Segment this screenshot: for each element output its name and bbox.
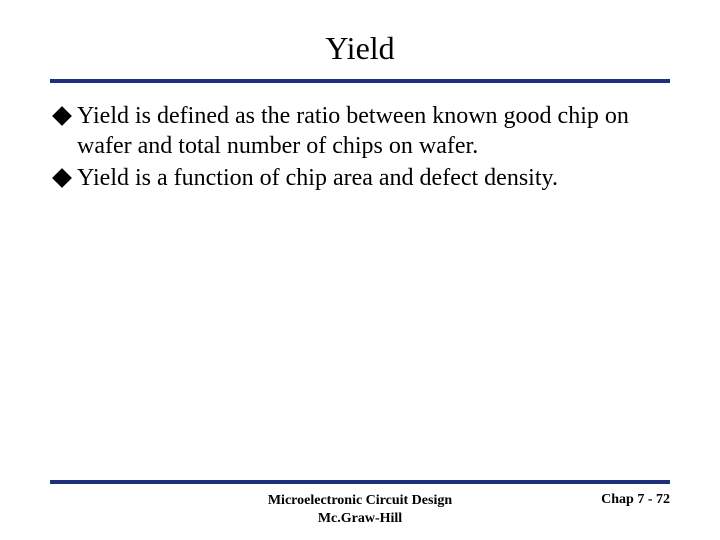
title-area: Yield (0, 0, 720, 79)
footer-publisher: Mc.Graw-Hill (318, 511, 402, 526)
bullet-item: Yield is defined as the ratio between kn… (55, 101, 670, 161)
diamond-bullet-icon (52, 168, 72, 188)
footer: Microelectronic Circuit Design Mc.Graw-H… (50, 492, 670, 532)
content-area: Yield is defined as the ratio between kn… (55, 101, 670, 193)
bullet-item: Yield is a function of chip area and def… (55, 163, 670, 193)
footer-page-number: Chap 7 - 72 (601, 492, 670, 508)
bullet-text: Yield is defined as the ratio between kn… (77, 101, 670, 161)
footer-book-title: Microelectronic Circuit Design (268, 493, 452, 508)
bullet-text: Yield is a function of chip area and def… (77, 163, 558, 193)
diamond-bullet-icon (52, 106, 72, 126)
footer-center: Microelectronic Circuit Design Mc.Graw-H… (50, 492, 670, 527)
title-underline (50, 79, 670, 83)
footer-separator (50, 480, 670, 484)
slide-title: Yield (325, 30, 394, 66)
